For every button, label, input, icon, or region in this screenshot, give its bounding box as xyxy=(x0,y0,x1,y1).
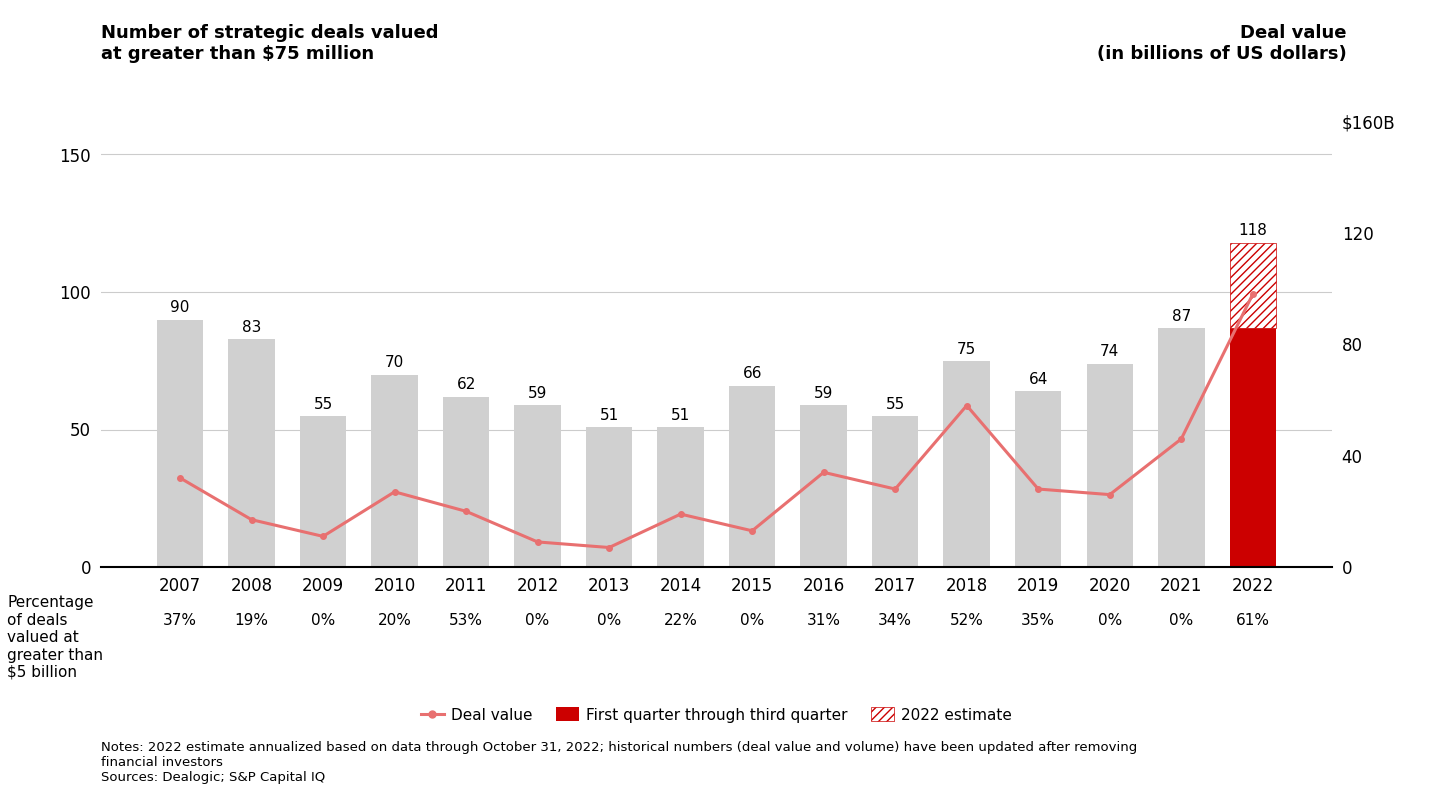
Text: 0%: 0% xyxy=(311,613,336,628)
Bar xyxy=(1158,328,1204,567)
Text: 0%: 0% xyxy=(1169,613,1194,628)
Text: 51: 51 xyxy=(671,407,690,423)
Bar xyxy=(229,339,275,567)
Text: 37%: 37% xyxy=(163,613,197,628)
Bar xyxy=(801,405,847,567)
Text: 118: 118 xyxy=(1238,224,1267,238)
Bar xyxy=(444,397,490,567)
Bar xyxy=(157,319,203,567)
Bar xyxy=(1015,391,1061,567)
Bar xyxy=(1230,328,1276,567)
Text: Notes: 2022 estimate annualized based on data through October 31, 2022; historic: Notes: 2022 estimate annualized based on… xyxy=(101,741,1138,784)
Bar xyxy=(658,427,704,567)
Text: 74: 74 xyxy=(1100,344,1119,360)
Text: 70: 70 xyxy=(384,356,405,370)
Bar xyxy=(729,386,775,567)
Bar xyxy=(873,416,919,567)
Text: 0%: 0% xyxy=(1097,613,1122,628)
Bar xyxy=(1230,242,1276,328)
Text: 83: 83 xyxy=(242,320,261,335)
Bar xyxy=(372,374,418,567)
Text: 34%: 34% xyxy=(878,613,912,628)
Text: 22%: 22% xyxy=(664,613,697,628)
Text: Percentage
of deals
valued at
greater than
$5 billion: Percentage of deals valued at greater th… xyxy=(7,595,104,680)
Text: 61%: 61% xyxy=(1236,613,1270,628)
Text: 59: 59 xyxy=(528,386,547,401)
Text: 0%: 0% xyxy=(526,613,550,628)
Bar xyxy=(514,405,560,567)
Text: Number of strategic deals valued
at greater than $75 million: Number of strategic deals valued at grea… xyxy=(101,24,438,63)
Text: Deal value
(in billions of US dollars): Deal value (in billions of US dollars) xyxy=(1097,24,1346,63)
Text: 52%: 52% xyxy=(950,613,984,628)
Text: 75: 75 xyxy=(958,342,976,356)
Text: 53%: 53% xyxy=(449,613,482,628)
Bar xyxy=(1087,364,1133,567)
Bar xyxy=(586,427,632,567)
Text: 55: 55 xyxy=(886,397,904,411)
Bar xyxy=(943,360,989,567)
Text: 87: 87 xyxy=(1172,309,1191,324)
Text: 51: 51 xyxy=(599,407,619,423)
Text: 64: 64 xyxy=(1028,372,1048,387)
Bar xyxy=(300,416,346,567)
Text: 35%: 35% xyxy=(1021,613,1056,628)
Text: 19%: 19% xyxy=(235,613,268,628)
Text: 59: 59 xyxy=(814,386,834,401)
Text: 90: 90 xyxy=(170,301,190,315)
Legend: Deal value, First quarter through third quarter, 2022 estimate: Deal value, First quarter through third … xyxy=(415,701,1018,729)
Text: 55: 55 xyxy=(314,397,333,411)
Text: 66: 66 xyxy=(743,366,762,382)
Text: 0%: 0% xyxy=(740,613,765,628)
Text: 31%: 31% xyxy=(806,613,841,628)
Text: 0%: 0% xyxy=(598,613,621,628)
Text: 62: 62 xyxy=(456,377,475,392)
Text: 20%: 20% xyxy=(377,613,412,628)
